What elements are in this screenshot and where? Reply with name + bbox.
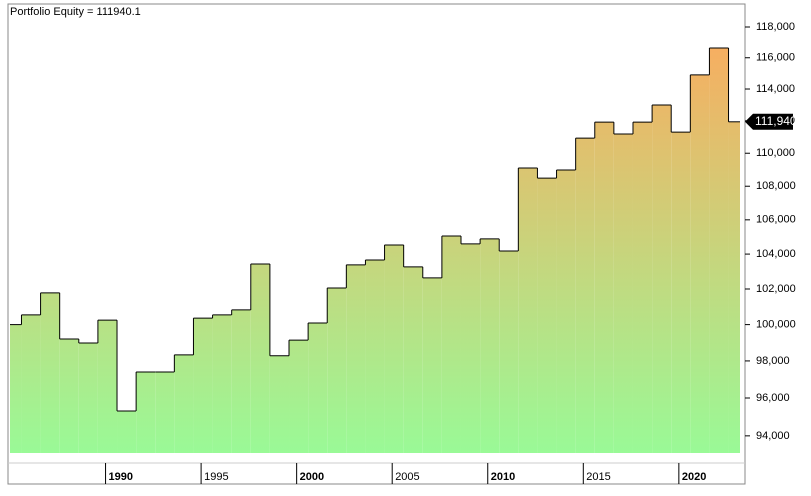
equity-step bbox=[460, 243, 481, 453]
equity-step bbox=[117, 410, 137, 453]
equity-step bbox=[537, 178, 557, 453]
equity-step bbox=[556, 169, 576, 454]
equity-step bbox=[518, 168, 538, 454]
y-tick-label: 100,000 bbox=[756, 319, 796, 331]
equity-step bbox=[365, 259, 385, 453]
equity-step bbox=[78, 343, 98, 453]
equity-step bbox=[441, 236, 461, 453]
equity-step bbox=[155, 371, 175, 453]
equity-step bbox=[212, 314, 232, 453]
y-tick-label: 118,000 bbox=[756, 21, 795, 33]
equity-step bbox=[690, 74, 710, 454]
equity-step bbox=[422, 277, 442, 453]
equity-step bbox=[269, 355, 290, 453]
x-tick-label: 2015 bbox=[586, 471, 610, 483]
y-tick-label: 102,000 bbox=[756, 283, 796, 295]
equity-step bbox=[671, 132, 691, 453]
y-tick-label: 106,000 bbox=[756, 214, 796, 226]
y-tick-label: 108,000 bbox=[756, 180, 796, 192]
equity-step bbox=[97, 320, 118, 453]
equity-step bbox=[193, 318, 213, 453]
equity-step bbox=[40, 292, 60, 453]
equity-step bbox=[327, 287, 347, 453]
last-value-marker bbox=[745, 113, 793, 130]
x-tick-label: 2020 bbox=[682, 471, 706, 483]
equity-step bbox=[613, 134, 633, 453]
y-tick-label: 94,000 bbox=[756, 430, 790, 442]
equity-step bbox=[308, 322, 328, 453]
y-tick-label: 114,000 bbox=[756, 83, 795, 95]
equity-step bbox=[174, 354, 194, 453]
equity-step bbox=[594, 122, 614, 453]
equity-step bbox=[289, 340, 309, 453]
equity-step bbox=[709, 48, 729, 453]
x-tick-label: 2000 bbox=[300, 471, 324, 483]
equity-step bbox=[384, 244, 404, 453]
equity-step bbox=[632, 122, 653, 453]
chart-title: Portfolio Equity = 111940.1 bbox=[10, 6, 141, 18]
y-tick-label: 110,000 bbox=[756, 147, 795, 159]
equity-step bbox=[21, 314, 41, 453]
equity-step bbox=[728, 121, 740, 453]
equity-step bbox=[10, 324, 22, 453]
x-tick-label: 1995 bbox=[204, 471, 228, 483]
x-tick-label: 1990 bbox=[109, 471, 133, 483]
x-tick-label: 2005 bbox=[395, 471, 419, 483]
equity-step bbox=[346, 264, 366, 453]
equity-step bbox=[499, 250, 519, 453]
equity-step bbox=[575, 138, 595, 454]
y-tick-label: 96,000 bbox=[756, 392, 790, 404]
equity-step bbox=[59, 339, 79, 453]
x-tick-label: 2010 bbox=[491, 471, 515, 483]
equity-step bbox=[652, 105, 672, 454]
equity-step bbox=[480, 238, 500, 453]
y-tick-label: 104,000 bbox=[756, 248, 796, 260]
last-value-label: 111,940 bbox=[755, 114, 797, 128]
equity-step bbox=[231, 309, 251, 453]
y-tick-label: 116,000 bbox=[756, 52, 795, 64]
equity-step bbox=[403, 266, 423, 453]
y-tick-label: 98,000 bbox=[756, 355, 790, 367]
equity-step bbox=[250, 263, 270, 453]
equity-step bbox=[136, 371, 156, 453]
